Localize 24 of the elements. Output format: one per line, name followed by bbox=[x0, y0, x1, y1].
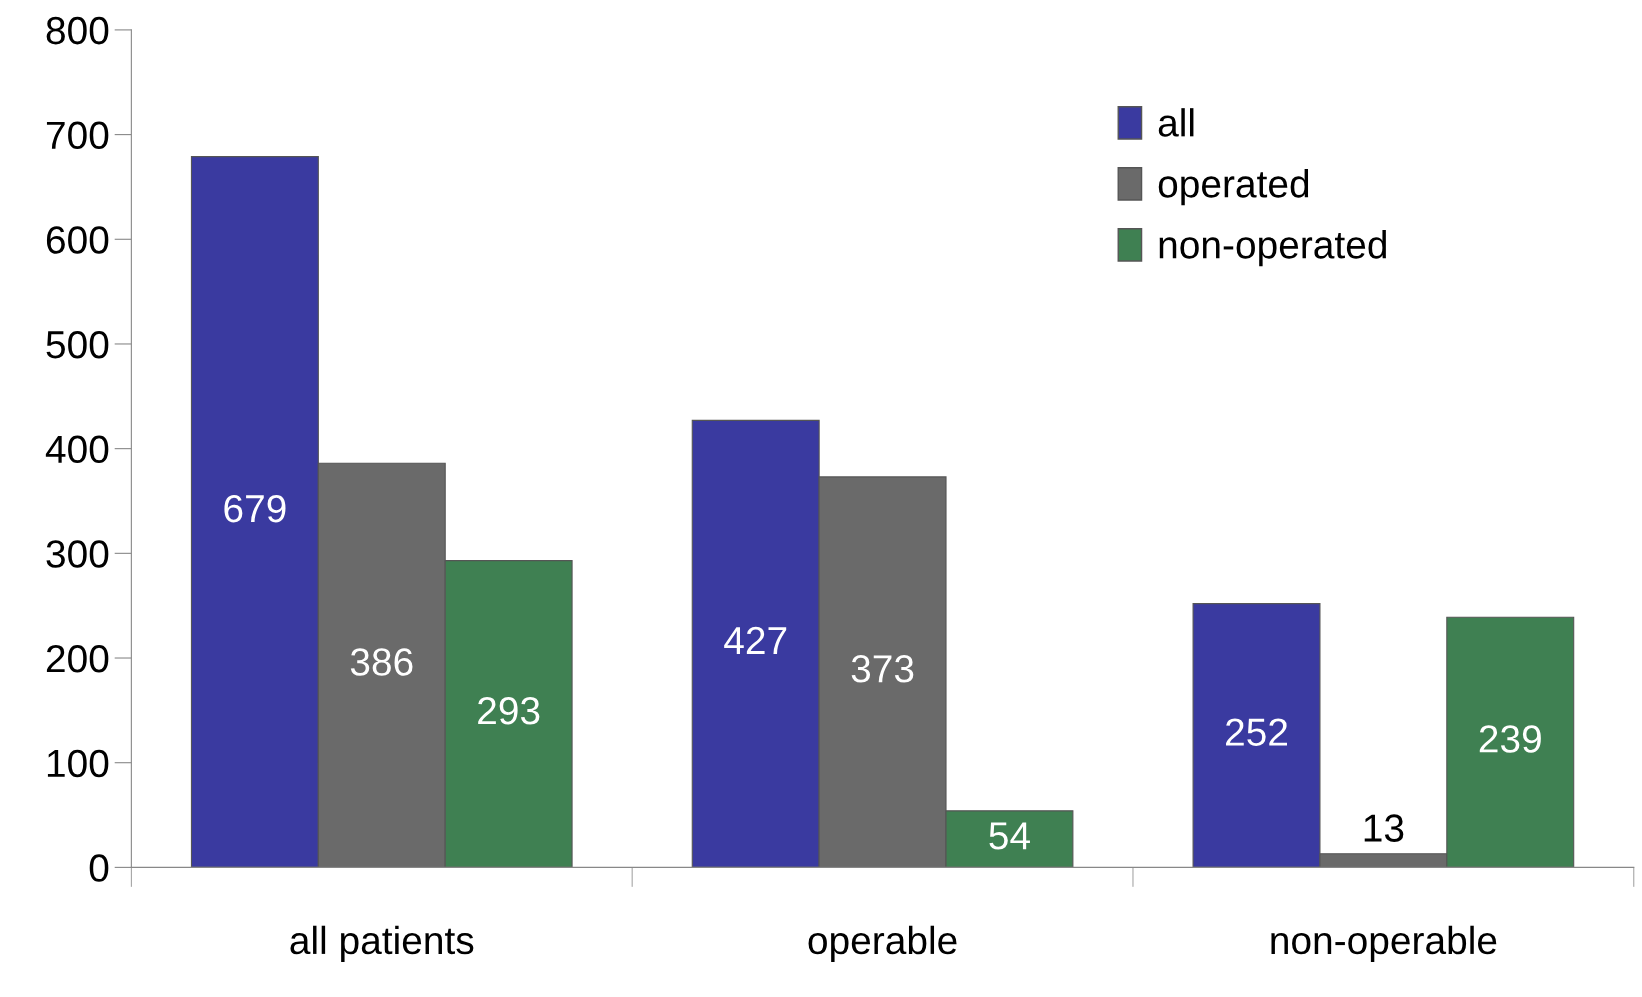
y-tick-label: 800 bbox=[46, 16, 109, 45]
y-tick-label: 0 bbox=[89, 854, 109, 882]
y-tick-label: 600 bbox=[46, 226, 109, 254]
y-tick-label: 700 bbox=[46, 121, 109, 150]
x-tick-label: non-operable bbox=[1271, 925, 1497, 962]
data-label: 54 bbox=[989, 822, 1030, 850]
legend-label: non-operated bbox=[1159, 230, 1386, 267]
data-label: 386 bbox=[350, 648, 413, 676]
data-label: 13 bbox=[1364, 814, 1404, 842]
data-label: 252 bbox=[1226, 718, 1288, 746]
data-label: 293 bbox=[478, 696, 540, 725]
y-tick-label: 300 bbox=[46, 540, 109, 568]
data-label: 679 bbox=[224, 494, 286, 523]
legend-label: operated bbox=[1158, 169, 1309, 206]
y-tick-label: 200 bbox=[46, 644, 109, 673]
legend-label: all bbox=[1158, 108, 1194, 137]
y-tick-label: 100 bbox=[47, 749, 109, 778]
x-tick-label: all patients bbox=[290, 925, 474, 962]
data-label: 373 bbox=[851, 655, 914, 683]
x-tick-label: operable bbox=[808, 925, 957, 962]
data-label: 427 bbox=[724, 626, 787, 654]
y-tick-label: 400 bbox=[45, 435, 109, 464]
data-label: 239 bbox=[1479, 725, 1541, 753]
y-tick-label: 500 bbox=[46, 330, 109, 359]
